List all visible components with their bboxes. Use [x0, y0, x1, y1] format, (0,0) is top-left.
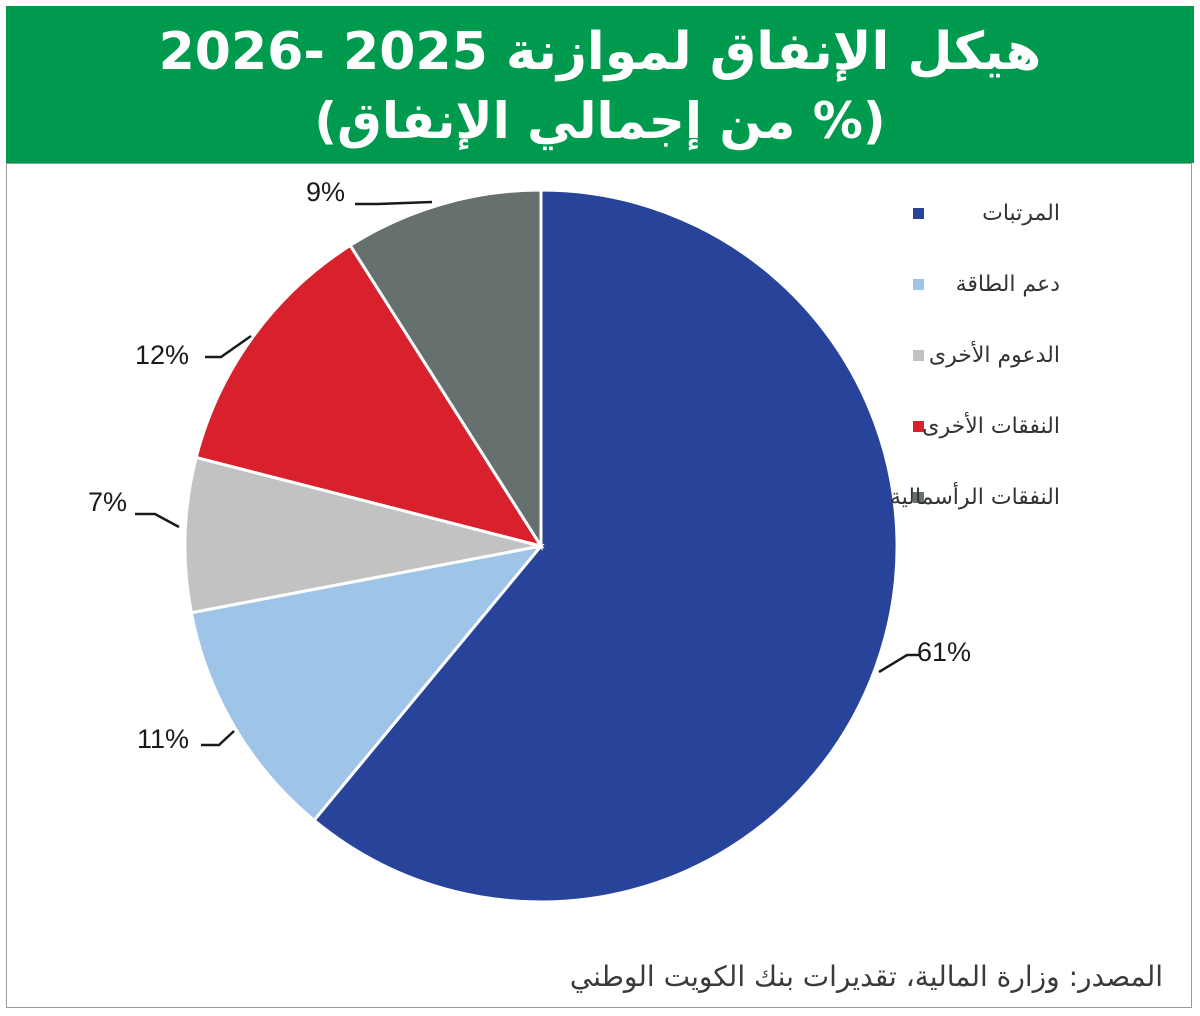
leader-line-4	[205, 334, 252, 359]
data-label-4: 12%	[135, 340, 189, 370]
legend-marker-2	[913, 279, 924, 290]
chart-title-banner: هيكل الإنفاق لموازنة 2025 -2026 (% من إج…	[6, 6, 1194, 163]
data-label-1: 61%	[917, 637, 971, 667]
chart-subtitle: (% من إجمالي الإنفاق)	[314, 92, 886, 150]
legend-marker-4	[913, 421, 924, 432]
pie-slice-1	[311, 188, 899, 904]
data-label-5: 9%	[306, 177, 345, 207]
pie-chart: 61% 11% 7% 12% 9% المرتبات دعم الطاقة الدعوم ا…	[88, 177, 1060, 904]
chart-panel: 61% 11% 7% 12% 9% المرتبات دعم الطاقة الدعوم ا…	[6, 163, 1192, 1008]
pie-slice-3	[183, 455, 542, 615]
pie-slice-4	[194, 243, 545, 549]
legend-label-4: النفقات الأخرى	[922, 412, 1060, 439]
leader-line-3	[135, 512, 180, 529]
data-label-3: 7%	[88, 487, 127, 517]
legend-marker-3	[913, 350, 924, 361]
leader-line-1	[878, 653, 919, 674]
legend-marker-1	[913, 208, 924, 219]
leader-line-2	[201, 730, 235, 747]
legend-label-2: دعم الطاقة	[956, 272, 1060, 297]
chart-title: هيكل الإنفاق لموازنة 2025 -2026	[158, 22, 1042, 82]
pie-slice-2	[189, 543, 545, 823]
legend-label-3: الدعوم الأخرى	[929, 341, 1060, 368]
legend-label-5: النفقات الرأسمالية	[890, 482, 1060, 510]
legend-marker-5	[913, 492, 924, 503]
source-note: المصدر: وزارة المالية، تقديرات بنك الكوي…	[569, 960, 1163, 993]
legend-label-1: المرتبات	[982, 201, 1060, 226]
pie-slice-5	[348, 188, 543, 552]
data-label-2: 11%	[137, 724, 189, 754]
leader-line-5	[355, 200, 433, 206]
